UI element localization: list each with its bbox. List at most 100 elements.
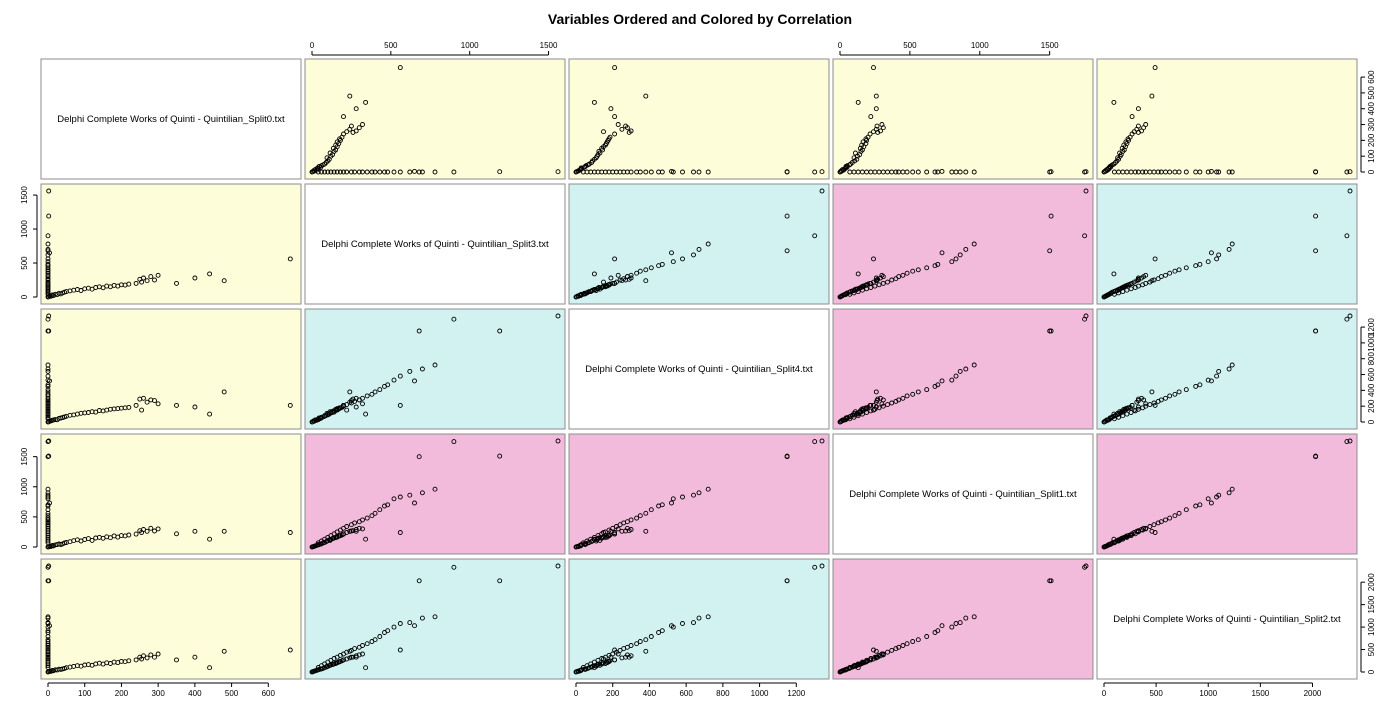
point-1-3-67 [855,289,861,295]
point-1-3-41 [873,278,879,284]
x-tick-label-0-4: 400 [188,689,202,698]
point-4-1-38 [341,657,346,663]
point-2-1-43 [451,316,457,322]
point-1-0-40 [207,271,213,277]
y-tick-label-4-3: 1500 [1367,595,1376,613]
point-2-0-57 [45,397,51,403]
point-2-1-47 [407,368,413,374]
panel-2-2 [568,308,830,430]
variable-label-4: Delphi Complete Works of Quinti - Quinti… [1113,614,1341,625]
point-3-2-51 [656,503,662,509]
point-0-3-54 [910,169,916,175]
y-tick-label-0-4: 400 [1367,101,1376,115]
point-4-0-72 [47,623,52,629]
point-0-1-43 [451,169,457,175]
point-2-4-38 [1129,402,1135,408]
point-0-2-33 [628,128,634,134]
point-4-3-61 [880,651,886,657]
point-2-4-66 [1124,411,1130,417]
point-1-3-72 [939,250,945,256]
point-1-4-43 [1344,233,1350,239]
point-1-3-60 [885,279,890,285]
point-4-3-59 [889,647,895,653]
point-3-4-48 [1214,494,1220,500]
point-2-4-46 [1226,366,1232,372]
point-0-2-37 [615,122,621,127]
point-2-3-59 [889,400,895,406]
point-4-3-56 [900,643,906,648]
point-1-0-36 [152,277,157,283]
point-0-4-45 [1229,169,1235,175]
point-4-3-69 [847,665,853,670]
point-0-2-41 [643,93,649,99]
point-3-4-62 [1140,527,1146,533]
point-1-2-54 [637,268,643,274]
point-3-4-53 [1176,510,1182,516]
point-0-2-48 [680,169,685,175]
point-2-4-19 [1117,409,1123,415]
point-1-4-52 [1183,265,1189,271]
point-0-4-39 [1135,106,1141,112]
point-3-2-49 [670,496,676,502]
point-0-3-11 [847,162,852,168]
point-2-4-56 [1163,395,1168,401]
point-2-1-44 [416,328,422,334]
panel-0-4 [1096,58,1358,180]
point-3-0-11 [62,540,67,546]
point-1-0-72 [47,250,52,256]
x-tick-label-0-0: 0 [46,689,51,698]
point-3-2-61 [610,525,616,531]
point-2-3-41 [873,389,879,395]
point-0-4-61 [1143,169,1149,175]
point-2-4-49 [1205,377,1211,383]
point-0-4-32 [1131,129,1137,135]
point-1-2-48 [680,256,685,262]
point-4-0-35 [148,652,154,658]
point-2-4-53 [1176,389,1182,395]
point-4-0-60 [45,649,51,655]
point-4-2-43 [812,564,818,570]
point-1-2-41 [643,278,649,284]
point-2-3-54 [910,391,916,397]
point-0-1-59 [348,169,354,175]
point-1-4-45 [1229,241,1235,247]
point-0-2-70 [819,169,825,175]
point-2-3-52 [924,387,930,393]
point-4-3-54 [910,639,916,644]
point-1-2-69 [580,291,586,297]
point-3-1-53 [372,510,378,516]
point-3-2-60 [613,524,619,529]
point-1-4-49 [1205,259,1211,265]
point-0-3-41 [873,93,879,99]
x-tick-label-3-0: 0 [838,41,843,50]
point-2-0-60 [45,402,51,408]
x-tick-label-0-3: 300 [151,689,165,698]
point-4-2-54 [637,639,643,644]
point-1-3-50 [935,261,941,267]
point-0-3-71 [1048,169,1054,175]
point-2-3-55 [904,393,910,399]
point-3-4-58 [1155,520,1161,526]
point-0-1-46 [419,169,425,175]
point-2-4-64 [1132,408,1138,414]
point-1-3-35 [880,274,886,280]
point-2-4-60 [1147,402,1153,408]
point-1-2-71 [784,213,790,219]
point-1-0-30 [133,280,139,286]
point-0-3-70 [1083,169,1089,175]
point-0-3-33 [878,128,883,134]
point-3-0-30 [133,531,139,537]
point-3-1-57 [356,519,362,525]
point-1-3-52 [924,265,930,271]
point-4-0-62 [45,652,51,658]
point-4-1-52 [377,634,383,639]
point-0-1-63 [334,169,340,175]
point-2-1-49 [391,377,397,383]
point-3-1-51 [382,503,387,509]
point-3-4-50 [1197,502,1203,508]
point-2-1-5 [312,417,318,423]
x-tick-label-1-3: 1500 [540,41,558,50]
point-4-2-70 [819,563,825,569]
point-1-3-59 [889,277,895,283]
point-2-1-46 [419,366,425,372]
